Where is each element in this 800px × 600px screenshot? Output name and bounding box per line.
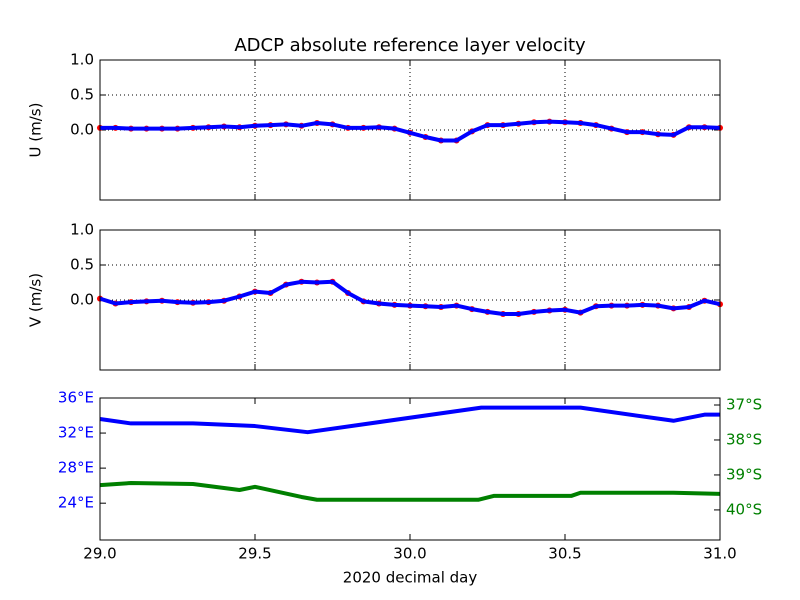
y-tick-label: 1.0 xyxy=(70,51,94,69)
y2-tick-label: 39°S xyxy=(726,465,762,483)
x-tick-label: 30.0 xyxy=(393,545,426,563)
data-line xyxy=(99,480,721,502)
y-tick-label: 1.0 xyxy=(70,221,94,239)
data-line xyxy=(100,119,721,143)
y2-tick-label: 38°S xyxy=(726,430,762,448)
x-tick-label: 29.0 xyxy=(83,545,116,563)
y-tick-label: 0.5 xyxy=(70,256,94,274)
x-tick-label: 30.5 xyxy=(548,545,581,563)
x-axis-label: 2020 decimal day xyxy=(343,569,478,587)
y-tick-label: 32°E xyxy=(58,424,94,442)
x-tick-label: 31.0 xyxy=(703,545,736,563)
x-tick-label: 29.5 xyxy=(238,545,271,563)
y-tick-label: 36°E xyxy=(58,389,94,407)
y-tick-label: 0.0 xyxy=(70,291,94,309)
chart-title: ADCP absolute reference layer velocity xyxy=(234,35,586,56)
y-tick-label: 0.0 xyxy=(70,121,94,139)
y-axis-label: U (m/s) xyxy=(27,103,45,158)
y-tick-label: 0.5 xyxy=(70,86,94,104)
y-tick-label: 28°E xyxy=(58,459,94,477)
axes-frame xyxy=(99,229,721,371)
axes-frame xyxy=(99,397,721,541)
axes-frame xyxy=(99,59,721,201)
y-axis-label: V (m/s) xyxy=(27,273,45,327)
y-tick-label: 24°E xyxy=(58,494,94,512)
y2-tick-label: 40°S xyxy=(726,500,762,518)
data-line xyxy=(99,405,720,435)
y2-tick-label: 37°S xyxy=(726,395,762,413)
data-line xyxy=(99,279,721,316)
